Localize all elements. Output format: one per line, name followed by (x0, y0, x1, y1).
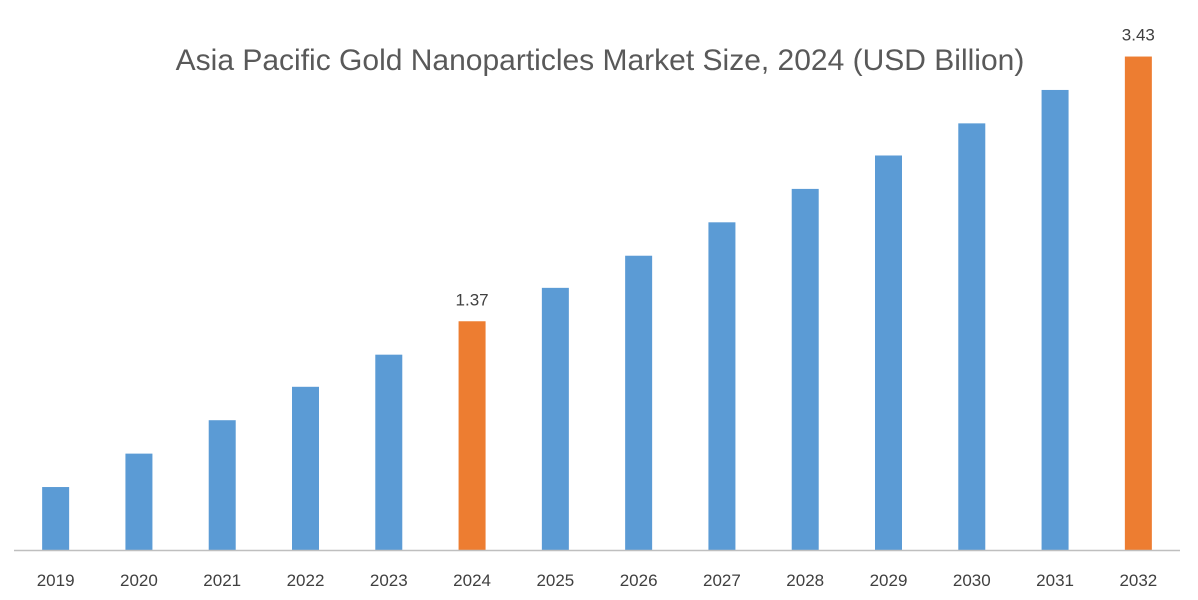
x-tick-label: 2022 (287, 571, 325, 590)
data-label-2032: 3.43 (1122, 26, 1155, 45)
bar-2023 (375, 354, 403, 550)
data-label-2024: 1.37 (456, 290, 489, 309)
x-tick-label: 2032 (1119, 571, 1157, 590)
chart-title: Asia Pacific Gold Nanoparticles Market S… (176, 44, 1025, 77)
bar-2026 (625, 255, 653, 550)
x-tick-label: 2027 (703, 571, 741, 590)
bar-2030 (958, 123, 986, 550)
bar-2022 (292, 386, 319, 550)
x-tick-label: 2019 (37, 571, 75, 590)
x-tick-label: 2020 (120, 571, 158, 590)
bar-2032 (1124, 56, 1152, 551)
x-tick-label: 2025 (536, 571, 574, 590)
bar-2020 (125, 453, 153, 550)
bar-2031 (1041, 89, 1069, 550)
x-tick-label: 2026 (620, 571, 658, 590)
bar-2021 (208, 420, 236, 550)
x-tick-label: 2024 (453, 571, 491, 590)
bar-2019 (42, 487, 70, 550)
x-tick-label: 2028 (786, 571, 824, 590)
x-tick-label: 2021 (203, 571, 241, 590)
x-tick-label: 2031 (1036, 571, 1074, 590)
x-tick-label: 2029 (870, 571, 908, 590)
bar-2025 (541, 287, 569, 550)
bar-2024 (458, 321, 486, 550)
x-tick-label: 2023 (370, 571, 408, 590)
bar-2027 (708, 222, 736, 550)
bar-2029 (875, 155, 902, 550)
x-tick-label: 2030 (953, 571, 991, 590)
bar-2028 (791, 188, 819, 551)
